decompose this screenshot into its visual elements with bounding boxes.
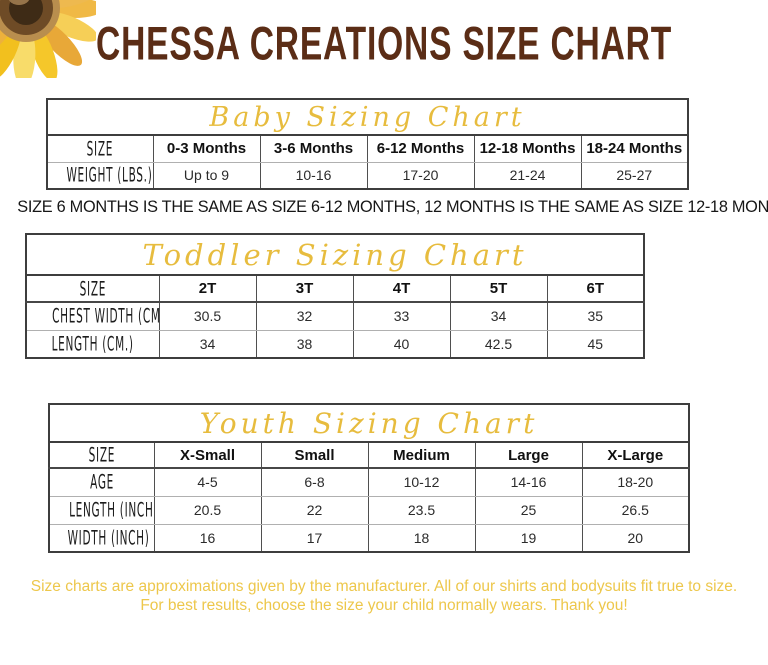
toddler-col-header: 2T	[158, 274, 257, 303]
baby-weight-value: 17-20	[366, 161, 475, 190]
youth-header-row: SIZE X-Small Small Medium Large X-Large	[48, 441, 690, 469]
youth-title-cell: Youth Sizing Chart	[48, 403, 690, 443]
youth-width-row: WIDTH (INCH) 16 17 18 19 20	[48, 523, 690, 553]
toddler-header-row: SIZE 2T 3T 4T 5T 6T	[25, 274, 645, 303]
youth-age-value: 10-12	[367, 467, 476, 497]
baby-weight-value: Up to 9	[152, 161, 261, 190]
baby-title-row: Baby Sizing Chart	[46, 98, 689, 136]
youth-age-value: 6-8	[260, 467, 369, 497]
youth-age-row: AGE 4-5 6-8 10-12 14-16 18-20	[48, 467, 690, 497]
disclaimer-footer: Size charts are approximations given by …	[0, 577, 768, 615]
toddler-col-header: 3T	[255, 274, 354, 303]
sunflower-icon	[0, 0, 96, 78]
baby-size-label-cell: SIZE	[46, 134, 154, 163]
youth-length-value: 23.5	[367, 495, 476, 525]
baby-weight-value: 10-16	[259, 161, 368, 190]
toddler-chest-value: 34	[449, 301, 548, 331]
youth-age-label: AGE	[89, 470, 114, 495]
disclaimer-line-2: For best results, choose the size your c…	[140, 597, 628, 614]
size-equivalence-note: SIZE 6 MONTHS IS THE SAME AS SIZE 6-12 M…	[0, 197, 768, 217]
youth-chart-title: Youth Sizing Chart	[199, 406, 539, 440]
toddler-col-header: 5T	[449, 274, 548, 303]
youth-col-header: Medium	[367, 441, 476, 469]
toddler-length-value: 45	[546, 329, 645, 359]
baby-size-label: SIZE	[87, 136, 114, 161]
baby-title-cell: Baby Sizing Chart	[46, 98, 689, 136]
youth-col-header: Large	[474, 441, 583, 469]
youth-width-value: 20	[581, 523, 690, 553]
youth-age-value: 4-5	[153, 467, 262, 497]
toddler-length-label-cell: LENGTH (CM.)	[25, 329, 160, 359]
youth-age-value: 18-20	[581, 467, 690, 497]
toddler-chest-label: CHEST WIDTH (CM.)	[52, 304, 159, 329]
toddler-chest-value: 30.5	[158, 301, 257, 331]
youth-width-value: 16	[153, 523, 262, 553]
toddler-col-header: 4T	[352, 274, 451, 303]
baby-chart-title: Baby Sizing Chart	[209, 101, 526, 133]
toddler-length-value: 42.5	[449, 329, 548, 359]
disclaimer-line-1: Size charts are approximations given by …	[30, 578, 738, 595]
youth-age-value: 14-16	[474, 467, 583, 497]
toddler-size-label: SIZE	[79, 276, 106, 301]
page-title-text: CHESSA CREATIONS SIZE CHART	[95, 16, 673, 70]
baby-weight-value: 25-27	[580, 161, 689, 190]
baby-weight-value: 21-24	[473, 161, 582, 190]
youth-sizing-table: Youth Sizing Chart SIZE X-Small Small Me…	[48, 403, 691, 553]
youth-length-value: 22	[260, 495, 369, 525]
youth-col-header: Small	[260, 441, 369, 469]
youth-size-label: SIZE	[88, 443, 115, 467]
youth-width-value: 18	[367, 523, 476, 553]
baby-weight-row: WEIGHT (LBS.) Up to 9 10-16 17-20 21-24 …	[46, 161, 689, 190]
youth-width-value: 19	[474, 523, 583, 553]
youth-length-value: 26.5	[581, 495, 690, 525]
toddler-length-label: LENGTH (CM.)	[51, 331, 134, 356]
toddler-size-label-cell: SIZE	[25, 274, 160, 303]
toddler-chest-value: 32	[255, 301, 354, 331]
toddler-chest-row: CHEST WIDTH (CM.) 30.5 32 33 34 35	[25, 301, 645, 331]
baby-sizing-table: Baby Sizing Chart SIZE 0-3 Months 3-6 Mo…	[46, 98, 690, 190]
toddler-chest-value: 33	[352, 301, 451, 331]
youth-col-header: X-Small	[153, 441, 262, 469]
youth-length-label: LENGTH (INCH)	[69, 498, 154, 522]
baby-col-header: 18-24 Months	[580, 134, 689, 163]
youth-col-header: X-Large	[581, 441, 690, 469]
toddler-title-cell: Toddler Sizing Chart	[25, 233, 645, 276]
youth-width-value: 17	[260, 523, 369, 553]
youth-age-label-cell: AGE	[48, 467, 155, 497]
size-equivalence-note-text: SIZE 6 MONTHS IS THE SAME AS SIZE 6-12 M…	[17, 197, 768, 216]
page-title: CHESSA CREATIONS SIZE CHART	[0, 17, 768, 69]
youth-size-label-cell: SIZE	[48, 441, 155, 469]
toddler-col-header: 6T	[546, 274, 645, 303]
toddler-sizing-table: Toddler Sizing Chart SIZE 2T 3T 4T 5T 6T…	[25, 233, 646, 359]
baby-col-header: 0-3 Months	[152, 134, 261, 163]
baby-weight-label: WEIGHT (LBS.)	[66, 163, 153, 188]
youth-width-label: WIDTH (INCH)	[67, 525, 150, 550]
youth-length-label-cell: LENGTH (INCH)	[48, 495, 155, 525]
youth-title-row: Youth Sizing Chart	[48, 403, 690, 443]
youth-length-value: 25	[474, 495, 583, 525]
toddler-chart-title: Toddler Sizing Chart	[142, 237, 528, 272]
toddler-length-row: LENGTH (CM.) 34 38 40 42.5 45	[25, 329, 645, 359]
toddler-chest-value: 35	[546, 301, 645, 331]
baby-col-header: 12-18 Months	[473, 134, 582, 163]
youth-length-value: 20.5	[153, 495, 262, 525]
youth-length-row: LENGTH (INCH) 20.5 22 23.5 25 26.5	[48, 495, 690, 525]
youth-width-label-cell: WIDTH (INCH)	[48, 523, 155, 553]
toddler-length-value: 38	[255, 329, 354, 359]
toddler-length-value: 40	[352, 329, 451, 359]
baby-col-header: 6-12 Months	[366, 134, 475, 163]
toddler-length-value: 34	[158, 329, 257, 359]
toddler-chest-label-cell: CHEST WIDTH (CM.)	[25, 301, 160, 331]
baby-col-header: 3-6 Months	[259, 134, 368, 163]
baby-header-row: SIZE 0-3 Months 3-6 Months 6-12 Months 1…	[46, 134, 689, 163]
baby-weight-label-cell: WEIGHT (LBS.)	[46, 161, 154, 190]
toddler-title-row: Toddler Sizing Chart	[25, 233, 645, 276]
